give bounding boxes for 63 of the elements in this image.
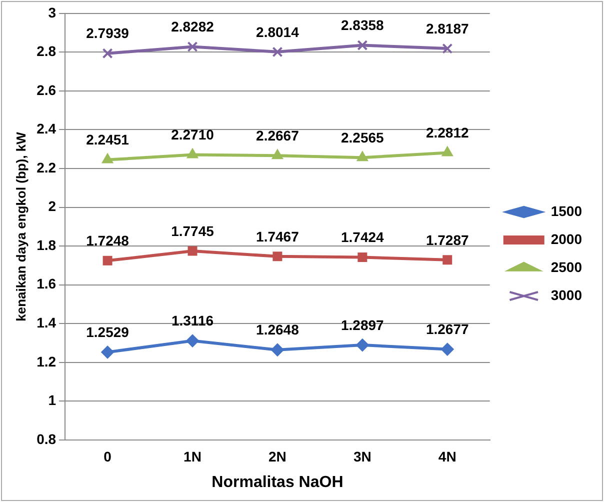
legend-label: 3000	[550, 286, 582, 303]
point	[440, 342, 454, 356]
data-label: 2.2451	[86, 132, 130, 148]
point	[356, 151, 368, 162]
legend-label: 2500	[550, 258, 582, 275]
y-tick-label: 1.6	[36, 276, 56, 292]
data-label: 1.7287	[426, 232, 469, 248]
point	[102, 153, 114, 164]
point	[272, 149, 284, 160]
x-tick-label: 0	[104, 448, 112, 464]
point	[358, 252, 368, 262]
point	[102, 256, 112, 266]
data-label: 2.2812	[426, 124, 469, 141]
x-tick-label: 2N	[268, 448, 286, 464]
data-label: 2.8014	[256, 24, 300, 40]
point	[188, 246, 198, 256]
data-label: 2.2565	[341, 129, 384, 146]
point	[442, 255, 452, 265]
y-tick-label: 3	[48, 4, 56, 20]
point	[187, 41, 198, 52]
point	[272, 46, 283, 58]
y-tick-label: 0.8	[36, 430, 56, 447]
y-axis-title: kenaikan daya engkol (bp), kW	[13, 131, 28, 322]
y-tick-label: 1.2	[36, 353, 56, 370]
data-label: 1.2529	[86, 324, 130, 340]
data-label: 1.2677	[426, 321, 469, 338]
legend-label: 1500	[550, 202, 582, 219]
y-tick-label: 2.4	[36, 120, 56, 137]
legend-label: 2000	[550, 230, 582, 247]
y-tick-label: 1.8	[36, 236, 56, 253]
data-label: 2.8358	[341, 17, 384, 34]
data-label: 2.7939	[86, 25, 130, 42]
data-label: 1.2648	[256, 322, 300, 338]
point	[442, 146, 454, 156]
y-tick-label: 1.4	[36, 314, 56, 331]
point	[357, 40, 368, 50]
data-label: 2.8187	[426, 20, 469, 36]
point	[356, 338, 369, 352]
x-tick-label: 4N	[438, 448, 456, 464]
data-label: 1.7467	[256, 228, 300, 244]
point	[270, 343, 284, 356]
point	[101, 346, 114, 359]
data-label: 1.7745	[171, 222, 214, 239]
x-tick-label: 3N	[353, 448, 372, 464]
point	[272, 252, 282, 262]
y-tick-label: 2.6	[36, 82, 56, 98]
data-label: 2.2710	[171, 126, 214, 143]
point	[442, 43, 453, 54]
data-label: 1.2897	[341, 316, 384, 333]
y-tick-label: 2.2	[36, 159, 56, 176]
data-label: 1.3116	[171, 312, 214, 329]
x-axis-title: Normalitas NaOH	[212, 474, 344, 491]
x-tick-label: 1N	[184, 448, 202, 464]
point	[186, 148, 198, 158]
data-label: 1.7248	[86, 232, 130, 249]
data-label: 1.7424	[341, 229, 384, 246]
data-label: 2.2667	[256, 127, 300, 144]
y-tick-label: 2	[48, 198, 56, 214]
point	[102, 48, 113, 59]
y-tick-label: 2.8	[36, 43, 56, 60]
y-tick-label: 1	[48, 392, 56, 408]
data-label: 2.8282	[171, 18, 214, 35]
point	[186, 334, 199, 348]
